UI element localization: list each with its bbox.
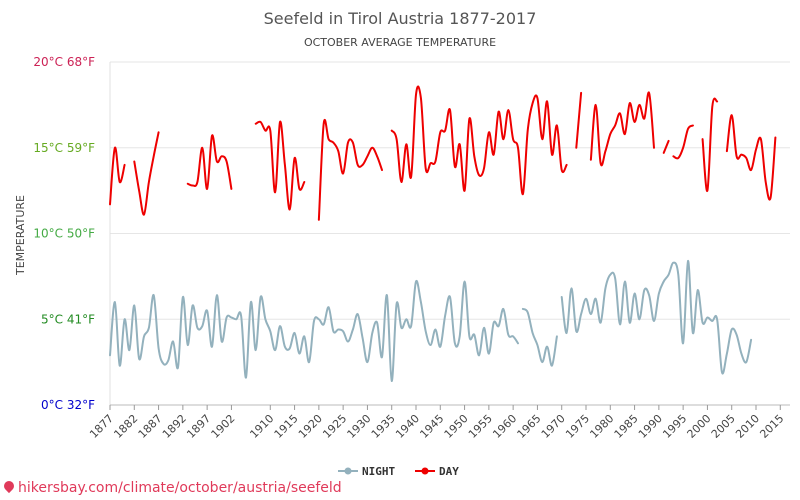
grid-lines (109, 61, 790, 406)
x-tick-label: 2000 (685, 412, 714, 441)
x-tick-label: 1882 (111, 412, 140, 441)
x-tick-label: 1897 (184, 412, 213, 441)
chart-title: Seefeld in Tirol Austria 1877-2017 (264, 9, 537, 28)
day-series-line-segment (317, 119, 383, 221)
x-tick-label: 1935 (369, 412, 398, 441)
day-series-line-segment (133, 131, 160, 216)
y-tick-label: 10°C 50°F (33, 227, 95, 241)
x-tick-label: 1965 (515, 412, 544, 441)
x-tick-label: 1940 (393, 412, 422, 441)
y-tick-label: 15°C 59°F (33, 141, 95, 155)
y-axis-label: TEMPERATURE (14, 195, 27, 276)
source-link[interactable]: hikersbay.com/climate/october/austria/se… (1, 478, 342, 496)
chart-subtitle: OCTOBER AVERAGE TEMPERATURE (304, 36, 496, 49)
y-tick-label: 5°C 41°F (41, 312, 95, 326)
x-tick-label: 1985 (612, 412, 641, 441)
x-tick-label: 2005 (709, 412, 738, 441)
map-pin-icon (1, 478, 17, 494)
legend-day-label: DAY (439, 465, 459, 478)
x-tick-label: 2010 (733, 412, 762, 441)
series-lines (109, 85, 777, 383)
x-tick-label: 1975 (563, 412, 592, 441)
x-tick-label: 1920 (296, 412, 325, 441)
y-tick-label: 20°C 68°F (33, 55, 95, 69)
day-series-line-segment (575, 91, 583, 149)
x-tick-label: 1902 (209, 412, 238, 441)
night-series-line-segment (560, 259, 753, 375)
x-tick-label: 1925 (320, 412, 349, 441)
x-tick-label: 1887 (136, 412, 165, 441)
x-tick-label: 1955 (466, 412, 495, 441)
night-series-line-segment (521, 307, 558, 367)
legend[interactable]: NIGHT DAY (338, 465, 459, 478)
x-tick-label: 1980 (587, 412, 616, 441)
x-tick-label: 1970 (539, 412, 568, 441)
x-tick-label: 1930 (345, 412, 374, 441)
x-tick-label: 1960 (490, 412, 519, 441)
x-tick-label: 1945 (417, 412, 446, 441)
x-tick-label: 1990 (636, 412, 665, 441)
x-tick-label: 1892 (160, 412, 189, 441)
x-tick-label: 1995 (660, 412, 689, 441)
day-series-line-segment (186, 134, 233, 190)
y-tick-label: 0°C 32°F (41, 398, 95, 412)
day-series-line-segment (725, 114, 777, 201)
day-series-line-segment (701, 97, 719, 192)
y-axis-ticks: 0°C 32°F 5°C 41°F 10°C 50°F 15°C 59°F 20°C 6… (33, 55, 95, 412)
legend-night[interactable]: NIGHT (338, 465, 395, 478)
day-series-line-segment (109, 146, 126, 206)
day-series-line-segment (254, 120, 306, 211)
legend-day[interactable]: DAY (415, 465, 459, 478)
x-tick-label: 1877 (87, 412, 116, 441)
day-series-line-segment (672, 124, 694, 160)
legend-day-marker (421, 467, 429, 475)
legend-night-label: NIGHT (362, 465, 395, 478)
x-tick-label: 1950 (442, 412, 471, 441)
x-tick-label: 1910 (247, 412, 276, 441)
x-tick-label: 1915 (272, 412, 301, 441)
day-series-line-segment (390, 85, 568, 196)
day-series-line-segment (662, 139, 670, 154)
night-series-line-segment (109, 279, 519, 383)
x-tick-label: 2015 (757, 412, 786, 441)
legend-night-marker (344, 467, 352, 475)
day-series-line-segment (589, 91, 655, 167)
source-link-text: hikersbay.com/climate/october/austria/se… (18, 480, 342, 496)
